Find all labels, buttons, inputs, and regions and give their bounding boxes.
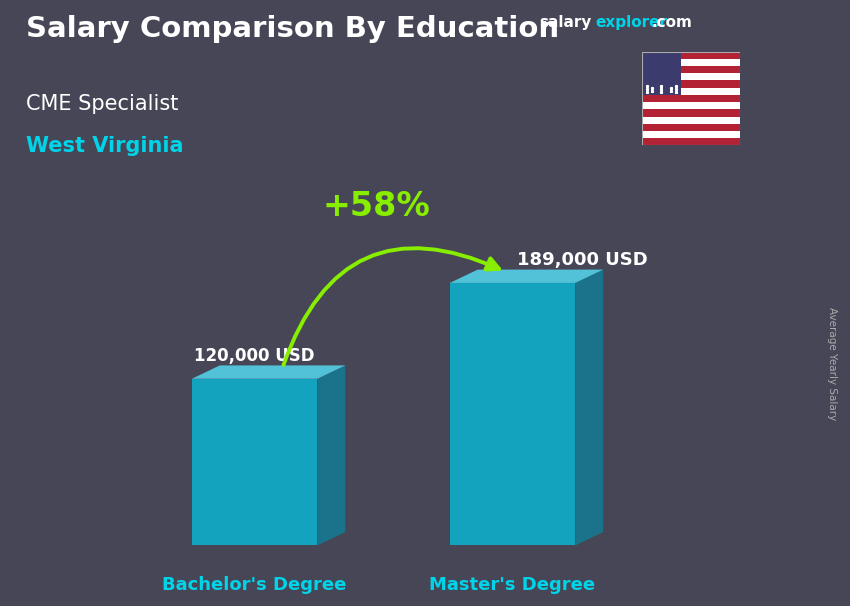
Bar (642, 52, 681, 95)
Polygon shape (450, 270, 604, 283)
Polygon shape (192, 379, 317, 545)
Text: Salary Comparison By Education: Salary Comparison By Education (26, 15, 558, 43)
Bar (642, 131, 740, 138)
Bar (642, 138, 740, 145)
Bar (642, 81, 740, 88)
Text: Average Yearly Salary: Average Yearly Salary (827, 307, 837, 420)
Bar (642, 95, 740, 102)
Bar (642, 102, 740, 109)
Text: salary: salary (540, 15, 592, 30)
Text: Master's Degree: Master's Degree (429, 576, 596, 594)
Bar (642, 73, 740, 81)
Polygon shape (317, 365, 345, 545)
Bar (642, 109, 740, 116)
Text: CME Specialist: CME Specialist (26, 94, 178, 114)
Text: Bachelor's Degree: Bachelor's Degree (162, 576, 347, 594)
Text: .com: .com (652, 15, 693, 30)
Polygon shape (575, 270, 604, 545)
Polygon shape (192, 365, 345, 379)
Bar (642, 59, 740, 66)
Bar (642, 124, 740, 131)
Text: explorer: explorer (595, 15, 667, 30)
Bar (642, 52, 740, 59)
Text: +58%: +58% (323, 190, 430, 223)
Polygon shape (450, 283, 575, 545)
Bar (642, 66, 740, 73)
Text: 189,000 USD: 189,000 USD (517, 251, 648, 269)
Text: West Virginia: West Virginia (26, 136, 183, 156)
Bar (642, 88, 740, 95)
Bar (642, 116, 740, 124)
Text: 120,000 USD: 120,000 USD (195, 347, 314, 365)
